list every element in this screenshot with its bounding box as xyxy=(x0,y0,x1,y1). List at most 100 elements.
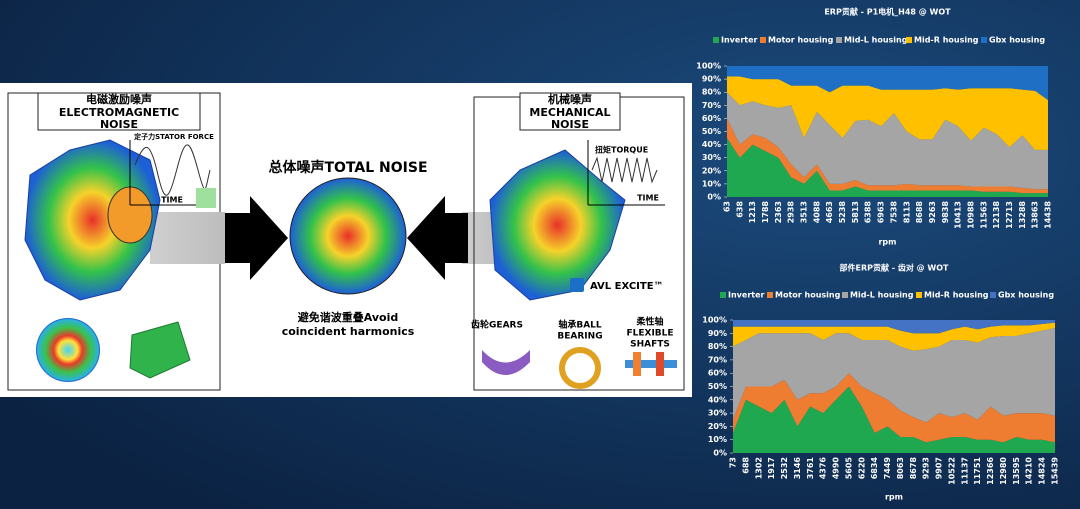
x-tick-label: 4088 xyxy=(812,201,821,224)
charts: Inverter Motor housing Mid-L housing Mid-R … xyxy=(696,7,1059,502)
y-tick-label: 10% xyxy=(708,435,727,444)
x-tick-label: 8113 xyxy=(902,201,911,223)
x-tick-label: 11563 xyxy=(979,201,988,229)
chart-title: ERP贡献 - P1电机_H48 @ WOT xyxy=(824,7,951,17)
x-tick-label: 6388 xyxy=(864,201,873,224)
gear-icon xyxy=(482,350,530,375)
shaft-icon xyxy=(633,352,641,376)
legend-swatch xyxy=(906,37,912,43)
housing-fea xyxy=(129,321,191,379)
avoid-label: coincident harmonics xyxy=(282,325,415,338)
gears-label: 齿轮GEARS xyxy=(471,319,523,331)
x-tick-label: 13288 xyxy=(1018,201,1027,229)
em-title-box xyxy=(37,92,201,131)
y-tick-label: 60% xyxy=(708,369,727,378)
y-tick-label: 90% xyxy=(702,75,721,84)
x-tick-label: 1302 xyxy=(754,457,763,479)
x-tick-label: 2363 xyxy=(774,201,783,223)
legend-swatch xyxy=(990,292,996,298)
legend-swatch xyxy=(713,37,719,43)
chart-title: 部件ERP贡献 - 齿对 @ WOT xyxy=(839,263,949,273)
x-tick-label: 8063 xyxy=(896,457,905,479)
y-tick-label: 80% xyxy=(708,342,727,351)
avoid-label: 避免谐波重叠Avoid xyxy=(298,310,399,324)
bearing-label: BEARING xyxy=(557,332,602,342)
area xyxy=(733,386,1055,453)
x-tick-label: 8688 xyxy=(915,201,924,224)
x-tick-label: 3761 xyxy=(806,457,815,480)
x-tick-label: 3513 xyxy=(800,201,809,223)
legend-label: Mid-R housing xyxy=(914,36,979,45)
x-tick-label: 7538 xyxy=(889,201,898,224)
shaft-icon xyxy=(625,360,677,368)
x-axis-label: rpm xyxy=(885,493,903,502)
x-tick-label: 13595 xyxy=(1012,457,1021,485)
mech-title-box xyxy=(519,92,621,131)
legend-label: Mid-R housing xyxy=(924,291,989,300)
area xyxy=(733,322,1055,351)
y-tick-label: 40% xyxy=(702,140,721,149)
shafts-label: FLEXIBLE xyxy=(626,329,673,339)
shaft-icon xyxy=(656,352,664,376)
gearbox-fea xyxy=(489,149,626,301)
y-tick-label: 30% xyxy=(708,409,727,418)
x-tick-label: 14210 xyxy=(1025,457,1034,485)
x-tick-label: 6834 xyxy=(870,457,879,480)
x-tick-label: 9263 xyxy=(928,201,937,223)
area xyxy=(727,138,1048,197)
y-tick-label: 30% xyxy=(702,153,721,162)
avl-label: AVL EXCITE™ xyxy=(590,281,664,292)
x-tick-label: 2938 xyxy=(787,201,796,224)
legend-swatch xyxy=(981,37,987,43)
total-noise-title: 总体噪声TOTAL NOISE xyxy=(268,159,427,176)
legend-swatch xyxy=(767,292,773,298)
legend-swatch xyxy=(836,37,842,43)
y-tick-label: 50% xyxy=(702,127,721,136)
bearing-icon xyxy=(559,347,601,389)
legend-label: Motor housing xyxy=(775,291,841,300)
legend-label: Gbx housing xyxy=(998,291,1054,300)
x-tick-label: 4663 xyxy=(825,201,834,223)
torque-label: 扭矩TORQUE xyxy=(595,145,648,155)
shafts-label: 柔性轴 xyxy=(635,316,663,328)
x-tick-label: 6963 xyxy=(877,201,886,223)
x-tick-label: 10413 xyxy=(954,201,963,229)
x-tick-label: 688 xyxy=(741,457,750,474)
x-tick-label: 4990 xyxy=(832,457,841,480)
time-label: TIME xyxy=(637,194,659,203)
x-tick-label: 1213 xyxy=(748,201,757,223)
x-tick-label: 12980 xyxy=(999,457,1008,485)
y-tick-label: 10% xyxy=(702,179,721,188)
x-tick-label: 11137 xyxy=(960,457,969,485)
y-tick-label: 100% xyxy=(702,316,727,325)
motor-fea xyxy=(24,139,161,301)
x-tick-label: 10988 xyxy=(966,201,975,229)
x-tick-label: 6220 xyxy=(857,457,866,480)
y-tick-label: 20% xyxy=(708,422,727,431)
legend-label: Inverter xyxy=(721,36,758,45)
stator-force-label: 定子力STATOR FORCE xyxy=(134,132,214,141)
diagram: 电磁激励噪声 ELECTROMAGNETIC NOISE 定子力STATOR F… xyxy=(0,83,692,397)
y-tick-label: 50% xyxy=(708,382,727,391)
x-tick-label: 9838 xyxy=(941,201,950,224)
area xyxy=(727,118,1048,194)
x-tick-label: 638 xyxy=(735,201,744,218)
total-noise-disk xyxy=(289,177,407,295)
x-tick-label: 13863 xyxy=(1031,201,1040,229)
x-tick-label: 5813 xyxy=(851,201,860,223)
x-tick-label: 9907 xyxy=(935,457,944,479)
arrow xyxy=(225,196,288,280)
area xyxy=(733,327,1055,423)
em-title-en: NOISE xyxy=(100,118,138,131)
x-tick-label: 10522 xyxy=(947,457,956,485)
area xyxy=(727,66,1048,101)
avl-icon xyxy=(570,278,584,292)
legend-swatch xyxy=(720,292,726,298)
x-tick-label: 7449 xyxy=(883,457,892,480)
bearing-label: 轴承BALL xyxy=(558,319,602,331)
waveform xyxy=(591,156,658,184)
x-tick-label: 1788 xyxy=(761,201,770,224)
y-tick-label: 40% xyxy=(708,395,727,404)
mech-title-cn: 机械噪声 xyxy=(548,92,592,106)
